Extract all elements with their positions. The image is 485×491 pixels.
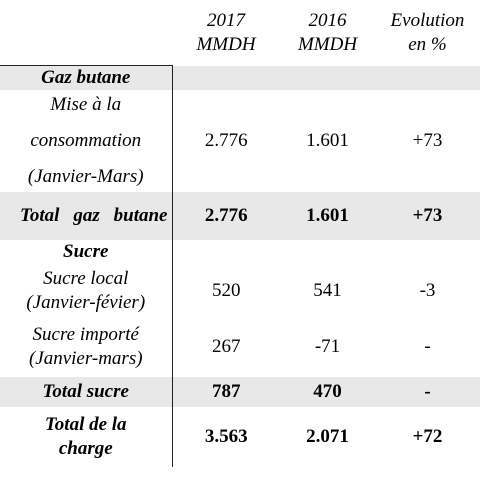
header-text: MMDH — [196, 33, 256, 55]
label-box: Total gaz butane — [0, 204, 172, 228]
value-cell: - — [375, 317, 480, 377]
value-cell: -71 — [280, 317, 375, 377]
label-box: Sucre importé (Janvier-mars) — [0, 323, 172, 371]
table-row: Mise à la consommation (Janvier-Mars) 2.776… — [0, 90, 480, 192]
label-text: Total sucre — [42, 381, 129, 402]
label-box: Gaz butane — [0, 66, 172, 90]
label-text: charge — [58, 438, 113, 459]
value-text: -71 — [314, 336, 341, 357]
row-label: Sucre — [0, 240, 173, 264]
value-cell — [280, 65, 375, 90]
header-cell: Evolution en % — [375, 0, 480, 66]
label-text: Total gaz butane — [20, 205, 168, 226]
value-cell: 2.776 — [172, 192, 280, 240]
label-text: Sucre importé — [32, 324, 139, 345]
header-text: 2016 — [308, 9, 347, 31]
value-cell: 1.601 — [280, 90, 375, 192]
value-cell: 541 — [280, 264, 375, 317]
value-text: +73 — [412, 205, 443, 226]
value-cell — [375, 240, 480, 264]
value-cell: 2.776 — [172, 90, 280, 192]
header-text: MMDH — [297, 33, 358, 55]
value-cell: - — [375, 377, 480, 407]
table-row: Sucre local (Janvier-févier) 520 541 -3 — [0, 264, 480, 317]
value-text: 520 — [212, 279, 241, 301]
value-text: -3 — [419, 279, 436, 301]
value-text: 2.071 — [306, 426, 349, 447]
value-text: +72 — [412, 426, 443, 447]
value-cell: 787 — [172, 377, 280, 407]
value-text: 2.776 — [204, 205, 248, 226]
row-label: Total sucre — [0, 377, 173, 407]
value-text: - — [424, 381, 431, 402]
label-text: (Janvier-févier) — [26, 291, 146, 313]
value-cell: 3.563 — [172, 407, 280, 467]
label-box: Mise à la consommation (Janvier-Mars) — [0, 93, 172, 189]
value-cell — [280, 240, 375, 264]
value-cell: +73 — [375, 192, 480, 240]
label-text: Sucre — [63, 241, 109, 262]
value-cell: 267 — [172, 317, 280, 377]
value-cell: -3 — [375, 264, 480, 317]
value-text: +73 — [412, 130, 443, 151]
table-row: Total sucre 787 470 - — [0, 377, 480, 407]
label-text: (Janvier-Mars) — [27, 166, 144, 187]
table-body: Gaz butane Mise à la consommation (Janvier-… — [0, 65, 480, 467]
label-text: Total de la — [44, 414, 127, 435]
value-cell — [375, 65, 480, 90]
table-header: 2017 MMDH 2016 MMDH Evolution en % — [0, 0, 480, 66]
header-row: 2017 MMDH 2016 MMDH Evolution en % — [0, 0, 480, 66]
label-box: Sucre — [0, 240, 172, 264]
table-row: Sucre importé (Janvier-mars) 267 -71 - — [0, 317, 480, 377]
header-cell — [0, 0, 172, 66]
label-box: Sucre local (Janvier-févier) — [0, 267, 172, 315]
value-text: 2.776 — [204, 130, 248, 151]
value-cell: +73 — [375, 90, 480, 192]
row-label: Total gaz butane — [0, 192, 173, 240]
label-text: Sucre local — [43, 267, 129, 289]
label-text: Gaz butane — [41, 67, 131, 88]
value-cell: 1.601 — [280, 192, 375, 240]
label-text: (Janvier-mars) — [28, 348, 143, 369]
value-text: 1.601 — [306, 130, 349, 151]
value-cell: 2.071 — [280, 407, 375, 467]
value-text: 3.563 — [204, 426, 248, 447]
value-cell: +72 — [375, 407, 480, 467]
header-cell: 2016 MMDH — [280, 0, 375, 66]
value-cell: 520 — [172, 264, 280, 317]
value-text: 787 — [212, 381, 241, 402]
label-text: Mise à la — [50, 94, 122, 115]
data-table: 2017 MMDH 2016 MMDH Evolution en % Gaz butane… — [0, 0, 480, 467]
row-label: Sucre importé (Janvier-mars) — [0, 317, 173, 377]
row-label: Mise à la consommation (Janvier-Mars) — [0, 90, 173, 192]
header-cell: 2017 MMDH — [172, 0, 280, 66]
row-label: Sucre local (Janvier-févier) — [0, 264, 173, 317]
row-label: Gaz butane — [0, 65, 173, 90]
value-text: 1.601 — [306, 205, 349, 226]
label-text: consommation — [30, 130, 142, 151]
row-label: Total de la charge — [0, 407, 173, 467]
table-row: Total de la charge 3.563 2.071 +72 — [0, 407, 480, 467]
value-text: 267 — [212, 336, 241, 357]
value-cell — [172, 65, 280, 90]
label-box: Total sucre — [0, 380, 172, 404]
value-cell — [172, 240, 280, 264]
table-row: Total gaz butane 2.776 1.601 +73 — [0, 192, 480, 240]
table-row: Gaz butane — [0, 65, 480, 90]
header-text: en % — [408, 33, 447, 55]
value-text: - — [424, 336, 431, 357]
value-text: 541 — [313, 279, 342, 301]
label-box: Total de la charge — [0, 413, 172, 461]
header-text: Evolution — [390, 9, 465, 31]
value-cell: 470 — [280, 377, 375, 407]
table-row: Sucre — [0, 240, 480, 264]
header-text: 2017 — [207, 9, 245, 31]
value-text: 470 — [313, 381, 342, 402]
